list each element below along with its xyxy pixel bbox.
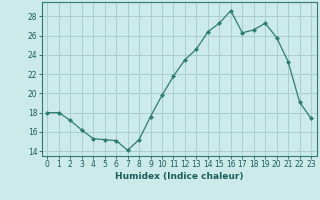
X-axis label: Humidex (Indice chaleur): Humidex (Indice chaleur) <box>115 172 244 181</box>
